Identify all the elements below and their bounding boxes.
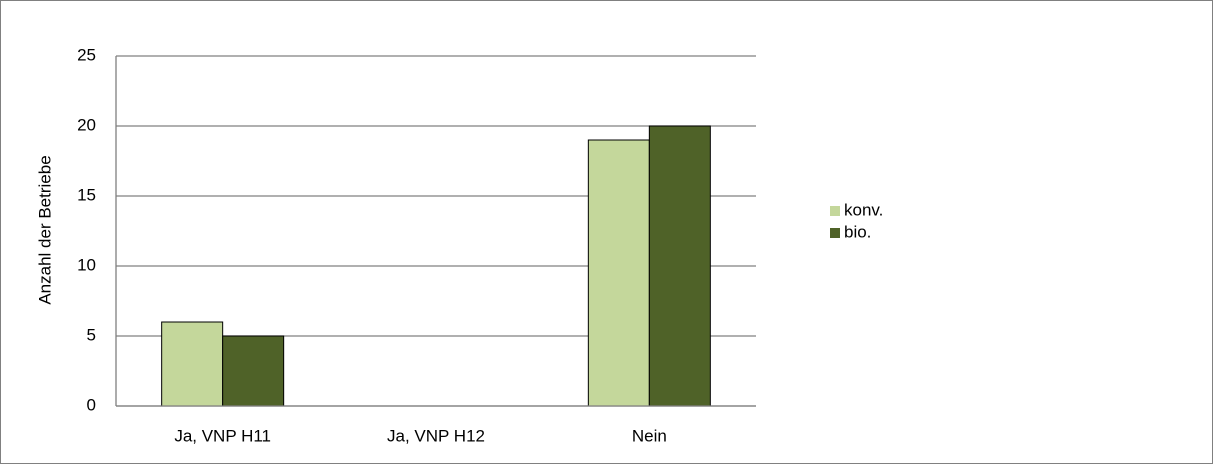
x-tick-label: Nein — [632, 426, 667, 445]
legend-swatch — [830, 228, 840, 238]
y-tick-label: 25 — [77, 45, 96, 64]
x-tick-label: Ja, VNP H11 — [174, 426, 271, 445]
y-axis-label: Anzahl der Betriebe — [35, 155, 54, 304]
legend-swatch — [830, 206, 840, 216]
y-tick-label: 15 — [77, 185, 96, 204]
y-tick-label: 0 — [87, 395, 96, 414]
y-tick-label: 5 — [87, 325, 96, 344]
legend-label: konv. — [844, 200, 883, 219]
bar — [587, 139, 650, 407]
bar — [648, 125, 711, 407]
y-tick-label: 20 — [77, 115, 96, 134]
y-tick-label: 10 — [77, 255, 96, 274]
legend-label: bio. — [844, 222, 871, 241]
x-tick-label: Ja, VNP H12 — [387, 426, 485, 445]
bar — [161, 321, 224, 407]
bar — [222, 335, 285, 407]
